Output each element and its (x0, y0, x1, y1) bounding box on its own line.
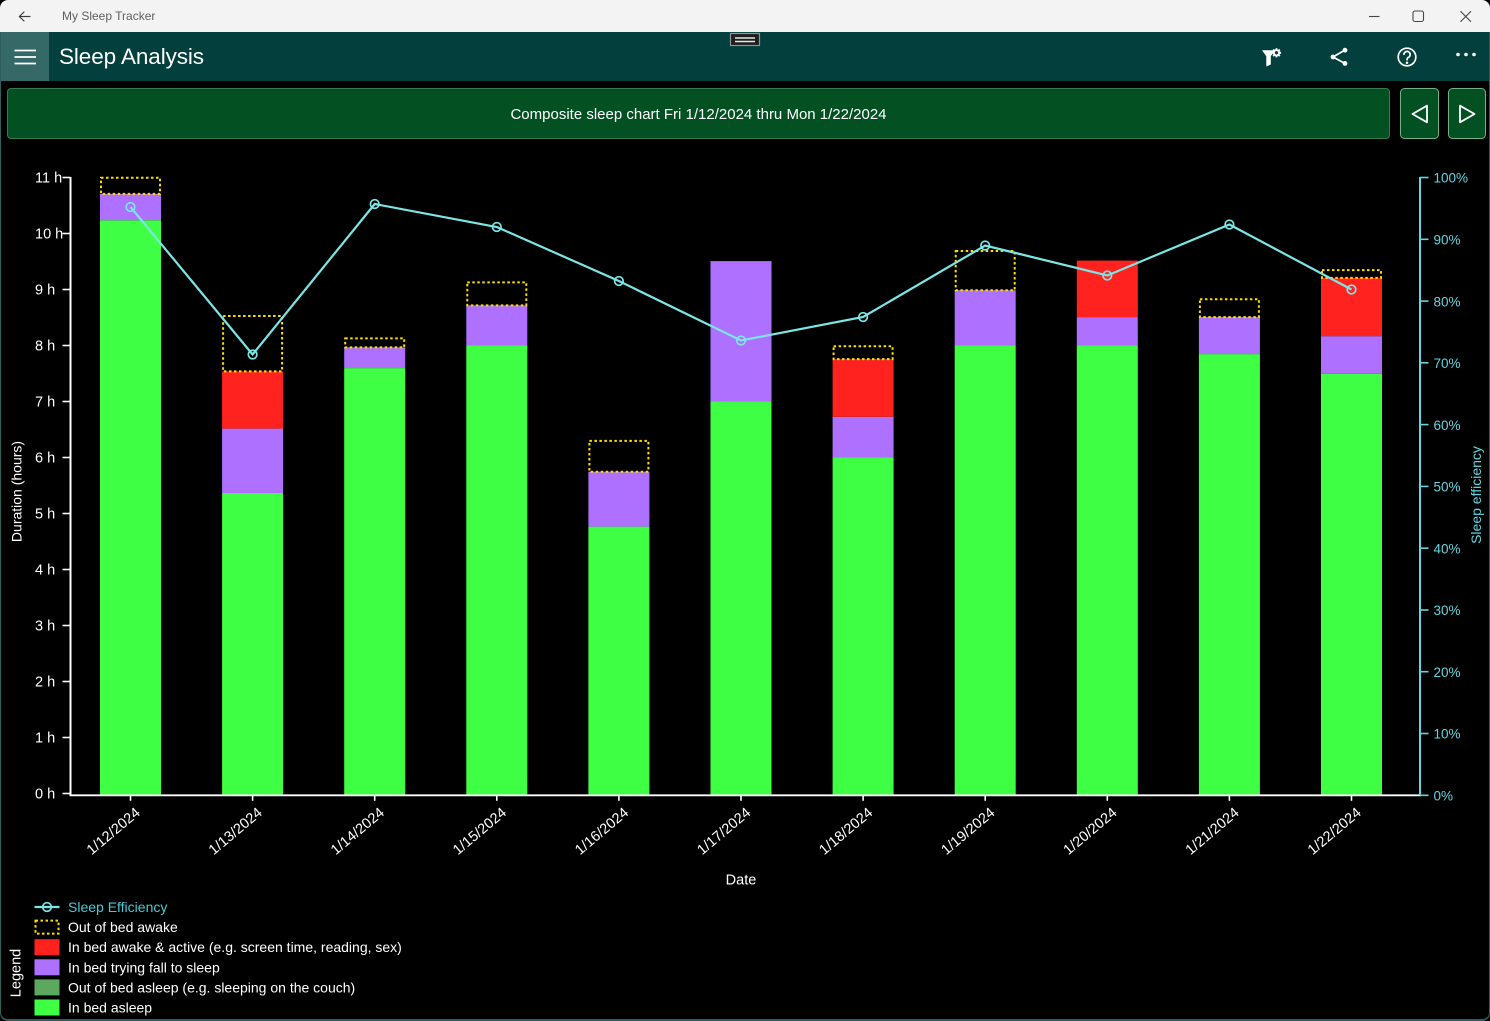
svg-text:Sleep efficiency: Sleep efficiency (1468, 446, 1484, 544)
svg-text:1/12/2024: 1/12/2024 (84, 805, 144, 859)
svg-text:Legend: Legend (9, 949, 25, 997)
svg-text:In bed awake & active (e.g. sc: In bed awake & active (e.g. screen time,… (68, 939, 402, 955)
svg-text:Out of bed awake: Out of bed awake (68, 919, 178, 935)
svg-text:1/22/2024: 1/22/2024 (1305, 805, 1365, 859)
svg-text:1/14/2024: 1/14/2024 (328, 805, 388, 859)
svg-text:0%: 0% (1434, 789, 1454, 804)
svg-text:1/19/2024: 1/19/2024 (939, 805, 999, 859)
svg-text:1/20/2024: 1/20/2024 (1061, 805, 1121, 859)
svg-text:80%: 80% (1434, 294, 1461, 309)
svg-text:60%: 60% (1434, 418, 1461, 433)
svg-text:Sleep Efficiency: Sleep Efficiency (68, 899, 167, 915)
svg-text:7 h: 7 h (35, 395, 55, 411)
svg-text:1 h: 1 h (35, 731, 55, 747)
svg-text:100%: 100% (1434, 171, 1469, 186)
svg-text:30%: 30% (1434, 603, 1461, 618)
svg-text:6 h: 6 h (35, 451, 55, 467)
svg-text:Out of bed asleep (e.g. sleepi: Out of bed asleep (e.g. sleeping on the … (68, 979, 355, 995)
svg-text:In bed trying fall to sleep: In bed trying fall to sleep (68, 959, 220, 975)
svg-text:Duration (hours): Duration (hours) (9, 441, 25, 542)
svg-text:50%: 50% (1434, 480, 1461, 495)
svg-text:40%: 40% (1434, 541, 1461, 556)
svg-text:4 h: 4 h (35, 563, 55, 579)
svg-text:1/21/2024: 1/21/2024 (1183, 805, 1243, 859)
svg-text:In bed asleep: In bed asleep (68, 1000, 152, 1016)
svg-text:0 h: 0 h (35, 787, 55, 803)
svg-text:10 h: 10 h (35, 227, 63, 243)
svg-text:Date: Date (726, 873, 757, 889)
svg-text:5 h: 5 h (35, 507, 55, 523)
svg-text:2 h: 2 h (35, 675, 55, 691)
svg-text:70%: 70% (1434, 356, 1461, 371)
svg-text:1/17/2024: 1/17/2024 (694, 805, 754, 859)
svg-text:20%: 20% (1434, 665, 1461, 680)
svg-text:10%: 10% (1434, 727, 1461, 742)
svg-text:8 h: 8 h (35, 339, 55, 355)
svg-text:1/15/2024: 1/15/2024 (450, 805, 510, 859)
svg-text:1/13/2024: 1/13/2024 (206, 805, 266, 859)
svg-text:1/16/2024: 1/16/2024 (572, 805, 632, 859)
svg-text:90%: 90% (1434, 233, 1461, 248)
svg-text:1/18/2024: 1/18/2024 (816, 805, 876, 859)
svg-text:3 h: 3 h (35, 619, 55, 635)
svg-text:9 h: 9 h (35, 283, 55, 299)
svg-text:11 h: 11 h (35, 171, 62, 187)
